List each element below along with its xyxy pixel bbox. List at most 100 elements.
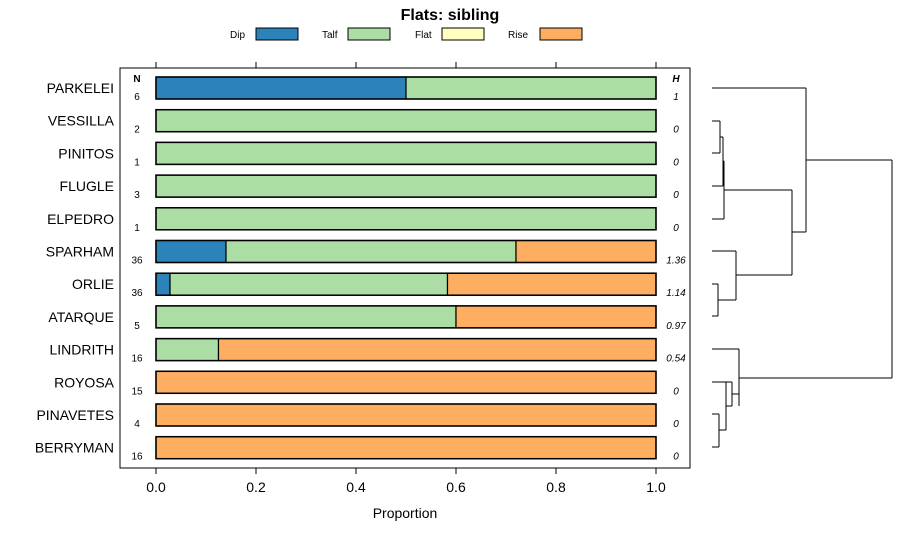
bars-layer <box>155 76 657 460</box>
dendro-node-group2 <box>735 251 792 300</box>
bar-sparham-dip <box>155 239 227 264</box>
dendrogram <box>712 87 893 448</box>
h-value-flugle: 0 <box>673 190 679 201</box>
category-label-pinitos: PINITOS <box>58 145 114 161</box>
h-value-elpedro: 0 <box>673 223 679 234</box>
h-value-pinitos: 0 <box>673 157 679 168</box>
bar-frame-parkelei <box>155 76 657 100</box>
n-value-vessilla: 2 <box>134 125 140 136</box>
bar-berryman-rise <box>155 436 657 460</box>
legend-swatch-flat <box>441 27 485 41</box>
x-tick-label: 0.4 <box>346 479 366 495</box>
bar-frame-flugle <box>155 174 657 198</box>
bar-orlie-talf <box>169 272 449 296</box>
legend-swatch-dip <box>255 27 299 41</box>
plot-panel <box>119 67 691 469</box>
legend-label-rise: Rise <box>508 30 528 41</box>
category-label-lindrith: LINDRITH <box>49 342 114 358</box>
bar-lindrith-rise <box>217 338 657 362</box>
category-label-royosa: ROYOSA <box>54 374 115 390</box>
bar-frame-lindrith <box>155 337 657 362</box>
n-value-elpedro: 1 <box>134 223 140 234</box>
category-label-orlie: ORLIE <box>72 276 114 292</box>
h-value-orlie: 1.14 <box>666 288 686 299</box>
x-tick-label: 0.8 <box>546 479 566 495</box>
x-axis: 0.0 0.2 0.4 0.6 0.8 1.0 <box>146 62 666 495</box>
category-label-elpedro: ELPEDRO <box>47 211 114 227</box>
bar-frame-pinavetes <box>155 403 657 427</box>
n-value-sparham: 36 <box>131 256 143 267</box>
bar-sparham-talf <box>225 239 517 264</box>
bar-frame-elpedro <box>155 207 657 231</box>
bar-elpedro-talf <box>155 207 657 231</box>
x-tick-label: 0.2 <box>246 479 266 495</box>
dendro-node-group1 <box>723 161 792 219</box>
dendro-node-pin-ber <box>718 414 726 447</box>
bar-frame-royosa <box>155 370 657 395</box>
bar-vessilla-talf <box>155 109 657 133</box>
category-label-atarque: ATARQUE <box>48 309 114 325</box>
legend-label-flat: Flat <box>415 30 432 41</box>
n-value-orlie: 36 <box>131 288 143 299</box>
bar-orlie-dip <box>155 272 171 296</box>
legend: Dip Talf Flat Rise <box>230 27 583 41</box>
bar-frame-pinitos <box>155 141 657 166</box>
legend-label-talf: Talf <box>322 30 338 41</box>
bar-atarque-rise <box>455 305 657 329</box>
bar-parkelei-talf <box>405 76 657 100</box>
bar-pinavetes-rise <box>155 403 657 427</box>
legend-label-dip: Dip <box>230 30 245 41</box>
x-tick-label: 1.0 <box>646 479 666 495</box>
h-value-atarque: 0.97 <box>666 321 686 332</box>
category-label-sparham: SPARHAM <box>46 244 114 260</box>
dendro-node-group12 <box>791 190 806 275</box>
n-value-lindrith: 16 <box>131 354 143 365</box>
legend-swatch-talf <box>347 27 391 41</box>
h-header: H <box>672 74 680 85</box>
category-label-flugle: FLUGLE <box>60 178 114 194</box>
bar-orlie-rise <box>446 272 657 296</box>
h-value-berryman: 0 <box>673 452 679 463</box>
bar-sparham-rise <box>515 239 657 264</box>
bar-frame-atarque <box>155 305 657 329</box>
h-value-parkelei: 1 <box>673 92 679 103</box>
x-tick-label: 0.6 <box>446 479 466 495</box>
chart-title: Flats: sibling <box>401 7 500 24</box>
h-value-sparham: 1.36 <box>666 256 686 267</box>
dendro-node-top-left <box>805 88 892 232</box>
n-value-flugle: 3 <box>134 190 140 201</box>
dendro-node-group3 <box>738 349 892 406</box>
legend-swatch-rise <box>539 27 583 41</box>
bar-atarque-talf <box>155 305 457 329</box>
bar-flugle-talf <box>155 174 657 198</box>
dendro-node-orl-ata <box>717 284 736 316</box>
category-label-berryman: BERRYMAN <box>35 440 114 456</box>
bar-pinitos-talf <box>155 141 657 165</box>
h-value-royosa: 0 <box>673 386 679 397</box>
bar-parkelei-dip <box>155 76 407 100</box>
dendro-node-roy <box>731 382 739 406</box>
row-labels: PARKELEI 6 1 VESSILLA 2 0 PINITOS 1 0 FLUGLE 3 0 ELP… <box>35 80 686 463</box>
n-value-berryman: 16 <box>131 452 143 463</box>
n-value-royosa: 15 <box>131 386 143 397</box>
bar-lindrith-talf <box>155 338 220 362</box>
x-axis-label: Proportion <box>373 505 438 521</box>
n-value-pinitos: 1 <box>134 157 140 168</box>
h-value-pinavetes: 0 <box>673 419 679 430</box>
category-label-pinavetes: PINAVETES <box>36 407 114 423</box>
bar-royosa-rise <box>155 370 657 394</box>
h-value-vessilla: 0 <box>673 125 679 136</box>
category-label-parkelei: PARKELEI <box>47 80 114 96</box>
n-value-atarque: 5 <box>134 321 140 332</box>
bar-frame-berryman <box>155 435 657 460</box>
n-value-parkelei: 6 <box>134 92 140 103</box>
bar-frame-vessilla <box>155 108 657 133</box>
n-header: N <box>133 74 140 85</box>
category-label-vessilla: VESSILLA <box>48 113 115 129</box>
h-value-lindrith: 0.54 <box>666 354 686 365</box>
dendro-node-roy-pinber <box>725 382 732 430</box>
bar-frame-sparham <box>155 239 657 264</box>
n-value-pinavetes: 4 <box>134 419 140 430</box>
x-tick-label: 0.0 <box>146 479 166 495</box>
